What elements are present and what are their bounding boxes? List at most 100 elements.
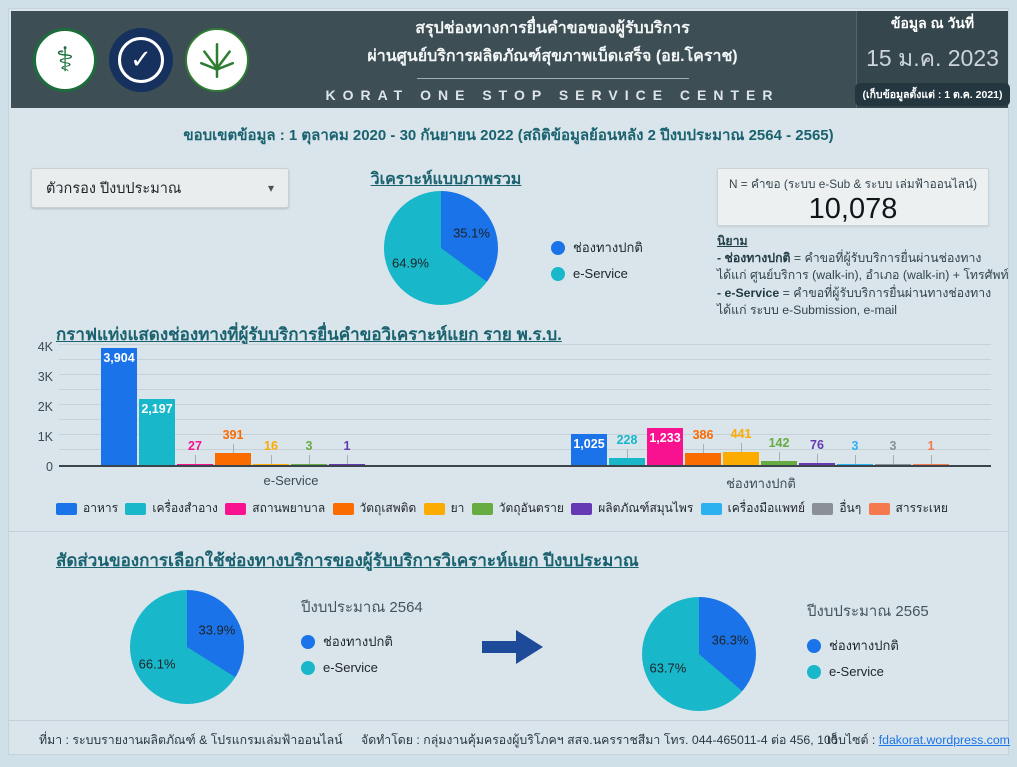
bar[interactable]	[685, 453, 721, 465]
bar-slot: 3	[875, 347, 911, 465]
bar-slot	[367, 347, 403, 465]
bar-slot: 27	[177, 347, 213, 465]
overview-pie-chart[interactable]: 35.1% 64.9%	[384, 191, 498, 305]
legend-label: เครื่องสำอาง	[152, 501, 218, 515]
label-tick	[195, 455, 196, 464]
website-link[interactable]: fdakorat.wordpress.com	[878, 733, 1010, 747]
legend-color-swatch	[700, 502, 722, 515]
bar-slot: 76	[799, 347, 835, 465]
bar-value-label: 3	[851, 439, 859, 453]
bar[interactable]	[329, 464, 365, 465]
bar-value-label: 1	[343, 439, 351, 453]
fy2564-legend-block: ปีงบประมาณ 2564 ช่องทางปกติ e-Service	[301, 595, 423, 675]
bar[interactable]	[723, 452, 759, 465]
bar[interactable]	[647, 428, 683, 465]
pie-legend-item: ช่องทางปกติ	[301, 631, 423, 652]
legend-color-swatch	[332, 502, 354, 515]
header-divider	[416, 78, 689, 79]
fy2564-title: ปีงบประมาณ 2564	[301, 599, 423, 616]
dashboard-page: ⚕ ✓ สรุปช่องทางการยื่นคำขอของผ	[8, 8, 1010, 755]
bar-slot	[405, 347, 441, 465]
legend-label: สถานพยาบาล	[252, 501, 326, 515]
n-total-card: N = คำขอ (ระบบ e-Sub & ระบบ เล่มฟ้าออนไล…	[717, 168, 989, 226]
legend-label: วัตถุอันตราย	[498, 501, 564, 515]
legend-label: สารระเหย	[895, 501, 948, 515]
fy2565-pie-chart[interactable]: 36.3% 63.7%	[642, 597, 756, 711]
label-tick	[741, 443, 742, 452]
overview-pie-title: วิเคราะห์แบบภาพรวม	[370, 171, 522, 188]
pie-legend-item: e-Service	[301, 660, 423, 675]
bar-legend-item: อื่นๆ	[812, 499, 861, 518]
bar-value-label: 386	[692, 428, 714, 442]
bar-slot: 441	[723, 347, 759, 465]
bar-chart-legend: อาหาร เครื่องสำอาง สถานพยาบาล วัตถุเสพติด ยา…	[56, 499, 948, 518]
bar-slot: 1,233	[647, 347, 683, 465]
bar[interactable]	[837, 464, 873, 465]
pie-slice-label: 64.9%	[392, 255, 429, 271]
legend-label: วัตถุเสพติด	[359, 501, 417, 515]
y-axis-tick-label: 0	[46, 460, 53, 474]
y-axis-tick-label: 2K	[37, 400, 53, 414]
bar[interactable]	[291, 464, 327, 465]
fy2565-pie-legend: ช่องทางปกติ e-Service	[807, 635, 929, 679]
bar-value-label: 228	[616, 433, 638, 447]
bar[interactable]	[215, 453, 251, 465]
bar-value-label: 3	[889, 439, 897, 453]
bar[interactable]	[913, 464, 949, 465]
bar-slot: 228	[609, 347, 645, 465]
legend-color-swatch	[56, 502, 77, 515]
label-tick	[703, 444, 704, 453]
bar[interactable]	[875, 464, 911, 465]
bar[interactable]	[139, 399, 175, 465]
bar[interactable]	[609, 458, 645, 465]
date-note-badge: (เก็บข้อมูลตั้งแต่ : 1 ต.ค. 2021)	[855, 83, 1010, 106]
legend-color-dot	[551, 266, 565, 281]
label-tick	[779, 452, 780, 461]
bar[interactable]	[253, 464, 289, 465]
label-tick	[855, 455, 856, 464]
section-divider	[9, 531, 1008, 532]
footer-prepared-by: จัดทำโดย : กลุ่มงานคุ้มครองผู้บริโภคฯ สส…	[361, 733, 838, 747]
moph-logo-icon: ⚕	[33, 27, 97, 92]
fy2564-pie-chart[interactable]: 33.9% 66.1%	[130, 590, 244, 704]
bar[interactable]	[799, 463, 835, 465]
bar-value-label: 1	[927, 439, 935, 453]
label-tick	[931, 455, 932, 464]
bar-slot: 142	[761, 347, 797, 465]
bar-value-label: 76	[810, 438, 824, 452]
bar[interactable]	[101, 348, 137, 465]
fy2565-title: ปีงบประมาณ 2565	[807, 603, 929, 620]
bar-slot: 1	[329, 347, 365, 465]
legend-color-swatch	[868, 502, 890, 515]
bar-legend-item: เครื่องสำอาง	[125, 499, 218, 518]
bar-legend-item: วัตถุเสพติด	[332, 499, 417, 518]
footer-divider	[9, 720, 1008, 721]
legend-label: อื่นๆ	[839, 501, 862, 515]
bar-slot	[443, 347, 479, 465]
bar[interactable]	[761, 461, 797, 465]
legend-color-dot	[807, 664, 821, 679]
bar-value-label: 3,904	[103, 351, 135, 365]
bar-legend-item: เครื่องมือแพทย์	[700, 499, 805, 518]
pie-legend-item: e-Service	[807, 664, 929, 679]
pie-slice-label: 35.1%	[453, 225, 490, 241]
bar-legend-item: ผลิตภัณฑ์สมุนไพร	[571, 499, 693, 518]
bar-slot: 1	[913, 347, 949, 465]
bar[interactable]	[571, 434, 607, 465]
fiscal-year-filter-dropdown[interactable]: ตัวกรอง ปีงบประมาณ ▾	[31, 168, 289, 208]
report-title-english: KORAT ONE STOP SERVICE CENTER	[325, 87, 780, 103]
bar-legend-item: ยา	[423, 499, 464, 518]
bar-legend-item: สารระเหย	[868, 499, 948, 518]
bar-value-label: 142	[768, 436, 790, 450]
definition-normal-channel: - ช่องทางปกติ = คำขอที่ผู้รับบริการยื่นผ…	[717, 251, 1009, 283]
bar-slot: 16	[253, 347, 289, 465]
bar-group: 3,904 2,197 27 391 16 3 1 e-Service	[101, 347, 481, 488]
bar-value-label: 391	[222, 428, 244, 442]
bar-value-label: 441	[730, 427, 752, 441]
bar[interactable]	[177, 464, 213, 465]
data-scope-text: ขอบเขตข้อมูล : 1 ตุลาคม 2020 - 30 กันยาย…	[183, 127, 834, 144]
legend-color-dot	[807, 638, 821, 653]
legend-label: e-Service	[829, 664, 884, 679]
legend-color-swatch	[812, 502, 834, 515]
legend-label: ผลิตภัณฑ์สมุนไพร	[598, 501, 694, 515]
